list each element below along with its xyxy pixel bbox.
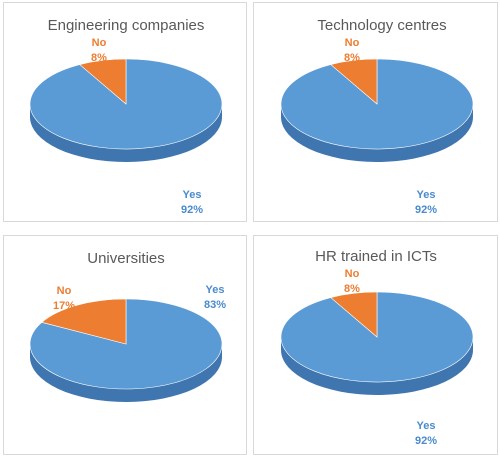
data-label-no-name: No bbox=[345, 268, 360, 280]
pie-slice-no bbox=[330, 58, 378, 105]
pie-side-wall bbox=[30, 104, 222, 162]
chart-title: Universities bbox=[87, 250, 165, 267]
data-label-no-value: 17% bbox=[53, 300, 75, 312]
pie-chart-svg: Engineering companies Yes 92% No 8% bbox=[29, 17, 223, 216]
data-label-no-name: No bbox=[92, 37, 107, 49]
data-label-no: No 8% bbox=[91, 37, 107, 64]
pie-side-wall bbox=[281, 337, 473, 395]
data-label-yes-name: Yes bbox=[417, 189, 436, 201]
data-label-yes: Yes 83% bbox=[204, 284, 226, 311]
pie-slice-yes bbox=[29, 298, 223, 390]
pie-slice-no bbox=[41, 298, 127, 345]
pie-slice-no bbox=[79, 58, 127, 105]
data-label-no-value: 8% bbox=[344, 52, 360, 64]
chart-title: Engineering companies bbox=[48, 17, 205, 34]
pie-slices bbox=[29, 58, 223, 162]
data-label-yes-name: Yes bbox=[183, 189, 202, 201]
data-label-yes: Yes 92% bbox=[181, 189, 203, 216]
data-label-yes-value: 92% bbox=[415, 435, 437, 447]
data-label-no-name: No bbox=[345, 37, 360, 49]
pie-side-wall bbox=[281, 104, 473, 162]
data-label-no-value: 8% bbox=[91, 52, 107, 64]
chart-panel-engineering-companies: Engineering companies Yes 92% No 8% bbox=[3, 2, 247, 222]
data-label-no-name: No bbox=[57, 285, 72, 297]
data-label-no: No 8% bbox=[344, 268, 360, 295]
chart-title: Technology centres bbox=[317, 17, 446, 34]
data-label-no: No 17% bbox=[53, 285, 75, 312]
pie-chart-svg: Technology centres Yes 92% No 8% bbox=[280, 17, 474, 216]
chart-panel-universities: Universities Yes 83% No 17% bbox=[3, 235, 247, 455]
pie-slices bbox=[280, 58, 474, 162]
data-label-no: No 8% bbox=[344, 37, 360, 64]
data-label-yes-name: Yes bbox=[417, 420, 436, 432]
pie-chart-svg: Universities Yes 83% No 17% bbox=[29, 250, 226, 402]
pie-slices bbox=[29, 298, 223, 402]
pie-slices bbox=[280, 291, 474, 395]
pie-side-wall bbox=[30, 344, 222, 402]
chart-panel-hr-trained-in-icts: HR trained in ICTs Yes 92% No 8% bbox=[253, 235, 498, 455]
data-label-yes-value: 92% bbox=[415, 204, 437, 216]
chart-title: HR trained in ICTs bbox=[315, 248, 437, 265]
data-label-yes: Yes 92% bbox=[415, 420, 437, 447]
data-label-yes-value: 92% bbox=[181, 204, 203, 216]
pie-slice-no bbox=[330, 291, 378, 338]
data-label-yes: Yes 92% bbox=[415, 189, 437, 216]
data-label-yes-value: 83% bbox=[204, 299, 226, 311]
data-label-no-value: 8% bbox=[344, 283, 360, 295]
data-label-yes-name: Yes bbox=[206, 284, 225, 296]
pie-chart-svg: HR trained in ICTs Yes 92% No 8% bbox=[280, 248, 474, 447]
chart-panel-technology-centres: Technology centres Yes 92% No 8% bbox=[253, 2, 498, 222]
